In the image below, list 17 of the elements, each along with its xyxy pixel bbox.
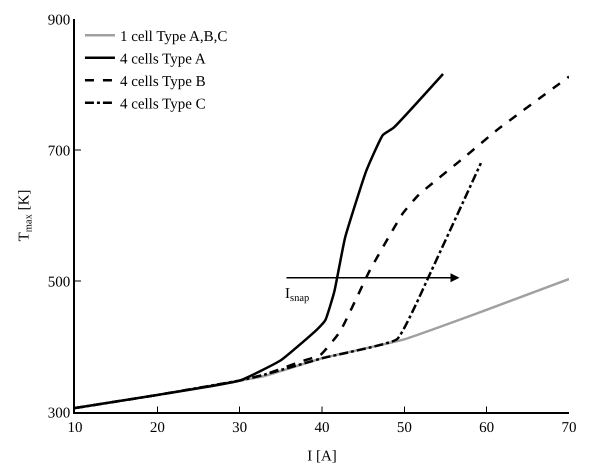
x-tick-label: 20 <box>150 420 165 436</box>
legend-label: 1 cell Type A,B,C <box>120 29 228 46</box>
y-tick-label: 500 <box>48 274 70 290</box>
x-tick-label: 60 <box>479 420 494 436</box>
x-tick-label: 40 <box>314 420 330 436</box>
x-tick-label: 10 <box>68 420 82 436</box>
annotation: I$_{snap}$ <box>285 286 310 304</box>
x-tick-label: 30 <box>232 420 248 436</box>
legend-label: 4 cells Type A <box>120 52 206 68</box>
x-tick-label: 70 <box>562 420 576 436</box>
y-tick-label: 300 <box>48 405 70 422</box>
y-tick-label: 700 <box>48 143 70 160</box>
y-tick-label: 900 <box>48 12 70 28</box>
x-tick-label: 50 <box>396 420 412 436</box>
legend-label: 4 cells Type B <box>120 74 206 90</box>
legend-label: 4 cells Type C <box>120 96 206 113</box>
x-axis-title: I [A] <box>307 448 337 464</box>
